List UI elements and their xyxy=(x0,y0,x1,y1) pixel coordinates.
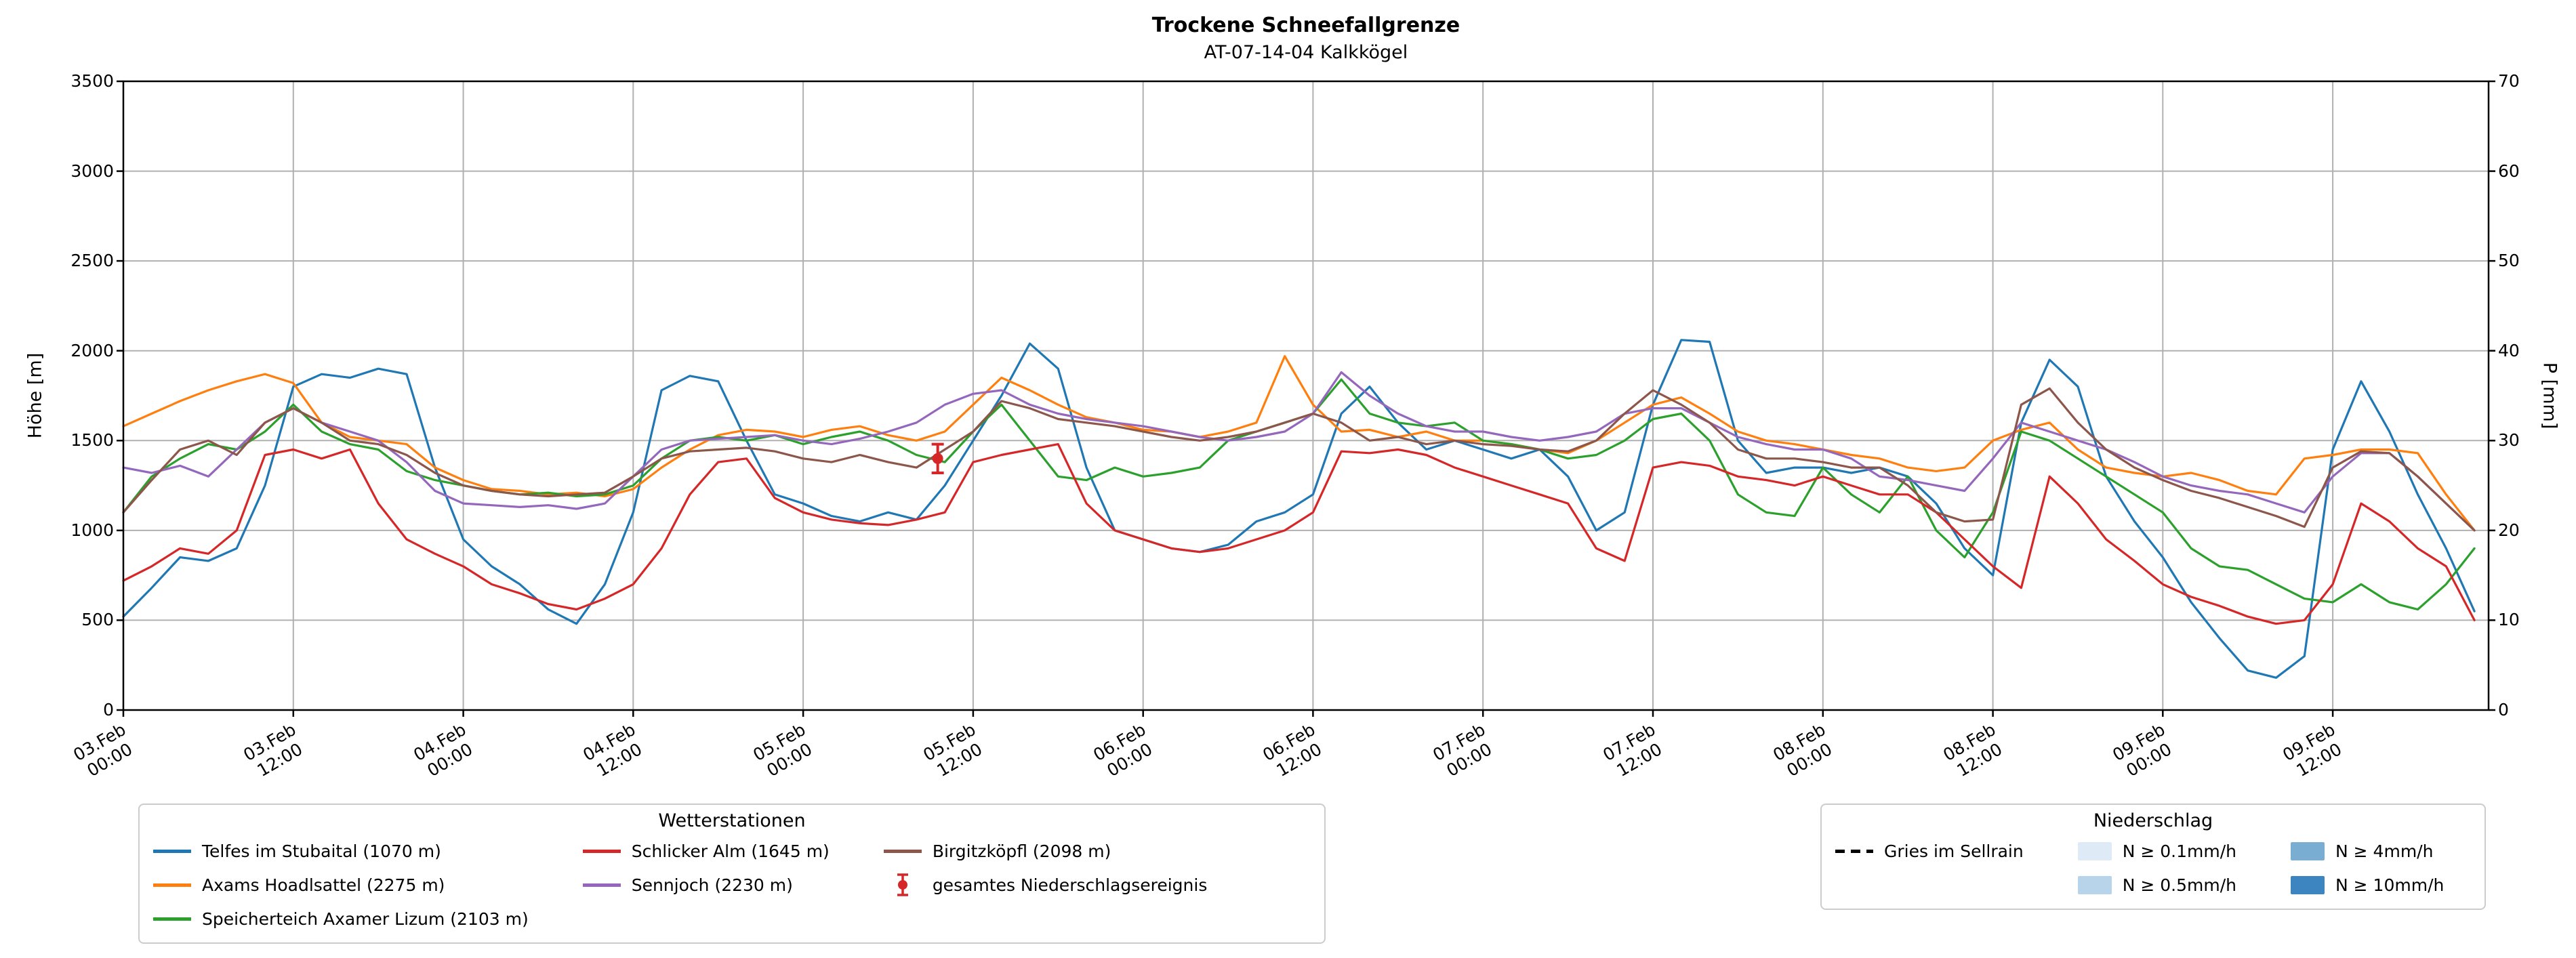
series-birgitzk-pfl-2098-m xyxy=(122,387,2476,532)
y-tick-label-left: 2000 xyxy=(70,341,114,360)
legend-precip-label: N ≥ 4mm/h xyxy=(2335,841,2434,861)
y-tick-label-left: 1000 xyxy=(70,520,114,540)
legend-precip-label: N ≥ 0.5mm/h xyxy=(2122,875,2237,895)
legend-station-label: Schlicker Alm (1645 m) xyxy=(631,841,830,861)
y-tick-label-left: 2500 xyxy=(70,251,114,270)
color-patch-icon xyxy=(2077,841,2112,860)
line-sample-icon xyxy=(153,917,191,921)
legend-wetterstationen: Wetterstationen Telfes im Stubaital (107… xyxy=(138,804,1326,944)
color-patch-icon xyxy=(2291,875,2325,894)
legend-precip-entry-n-4mm-h: N ≥ 4mm/h xyxy=(2291,834,2444,868)
legend-entries-wetterstationen: Telfes im Stubaital (1070 m) Axams Hoadls… xyxy=(153,834,1311,936)
legend-station-entry-telfes-im-stubaital-1070-m: Telfes im Stubaital (1070 m) xyxy=(153,834,529,868)
legend-station-label: Sennjoch (2230 m) xyxy=(631,875,793,895)
event-marker-niederschlagsereignis xyxy=(931,442,944,474)
legend-niederschlag: Niederschlag Gries im Sellrain N ≥ 0.1mm/… xyxy=(1820,804,2486,910)
legend-station-entry-speicherteich-axamer-lizum-2103-m: Speicherteich Axamer Lizum (2103 m) xyxy=(153,902,529,936)
errorbar-marker-icon xyxy=(884,871,922,898)
y-tick-label-left: 0 xyxy=(103,700,114,720)
color-patch-icon xyxy=(2077,875,2112,894)
y-tick-label-right: 30 xyxy=(2498,430,2520,450)
y-tick-label-left: 3000 xyxy=(70,161,114,181)
plot-spines xyxy=(122,80,2490,711)
legend-station-label: gesamtes Niederschlagsereignis xyxy=(932,875,1208,895)
legend-station-entry-axams-hoadlsattel-2275-m: Axams Hoadlsattel (2275 m) xyxy=(153,868,529,902)
line-sample-icon xyxy=(153,849,191,853)
legend-precip-label: Gries im Sellrain xyxy=(1884,841,2024,861)
legend-precip-label: N ≥ 0.1mm/h xyxy=(2122,841,2237,861)
legend-station-entry-birgitzk-pfl-2098-m: Birgitzköpfl (2098 m) xyxy=(883,834,1208,868)
series-schlicker-alm-1645-m xyxy=(122,442,2476,625)
y-tick-label-right: 10 xyxy=(2498,610,2520,629)
y-tick-label-left: 1500 xyxy=(70,430,114,450)
legend-station-entry-schlicker-alm-1645-m: Schlicker Alm (1645 m) xyxy=(582,834,830,868)
series-axams-hoadlsattel-2275-m xyxy=(122,355,2476,532)
legend-station-label: Speicherteich Axamer Lizum (2103 m) xyxy=(202,909,529,929)
line-sample-icon xyxy=(582,849,621,853)
legend-station-label: Axams Hoadlsattel (2275 m) xyxy=(202,875,445,895)
y-tick-label-right: 0 xyxy=(2498,700,2509,720)
legend-precip-entry-n-10mm-h: N ≥ 10mm/h xyxy=(2291,868,2444,902)
y-axis-label-right: P [mm] xyxy=(2539,362,2560,430)
legend-entries-niederschlag: Gries im Sellrain N ≥ 0.1mm/h N ≥ 0.5mm/h N… xyxy=(1835,834,2471,902)
series-sennjoch-2230-m xyxy=(122,371,2476,532)
chart-subtitle: AT-07-14-04 Kalkkögel xyxy=(1204,42,1408,63)
legend-title-wetterstationen: Wetterstationen xyxy=(658,810,806,831)
y-tick-label-right: 60 xyxy=(2498,161,2520,181)
legend-precip-entry-n-0-5mm-h: N ≥ 0.5mm/h xyxy=(2077,868,2237,902)
legend-station-entry-gesamtes-niederschlagsereignis: gesamtes Niederschlagsereignis xyxy=(884,868,1208,902)
y-tick-label-left: 3500 xyxy=(70,71,114,91)
color-patch-icon xyxy=(2291,841,2325,860)
legend-station-label: Birgitzköpfl (2098 m) xyxy=(932,841,1111,861)
line-sample-icon xyxy=(582,883,621,887)
legend-station-label: Telfes im Stubaital (1070 m) xyxy=(202,841,441,861)
legend-precip-entry-gries-im-sellrain: Gries im Sellrain xyxy=(1835,834,2024,868)
line-sample-icon xyxy=(153,883,191,887)
y-axis-label-left: Höhe [m] xyxy=(24,352,46,439)
y-tick-label-right: 40 xyxy=(2498,341,2520,360)
y-tick-label-left: 500 xyxy=(81,610,114,629)
chart-title: Trockene Schneefallgrenze xyxy=(1151,14,1460,37)
series-telfes-im-stubaital-1070-m xyxy=(122,339,2476,679)
legend-precip-label: N ≥ 10mm/h xyxy=(2335,875,2445,895)
y-tick-label-right: 20 xyxy=(2498,520,2520,540)
y-tick-label-right: 50 xyxy=(2498,251,2520,270)
y-tick-label-right: 70 xyxy=(2498,71,2520,91)
dashed-line-sample-icon xyxy=(1835,849,1873,853)
legend-station-entry-sennjoch-2230-m: Sennjoch (2230 m) xyxy=(582,868,830,902)
legend-title-niederschlag: Niederschlag xyxy=(2093,810,2213,831)
line-sample-icon xyxy=(883,849,922,853)
legend-precip-entry-n-0-1mm-h: N ≥ 0.1mm/h xyxy=(2077,834,2237,868)
